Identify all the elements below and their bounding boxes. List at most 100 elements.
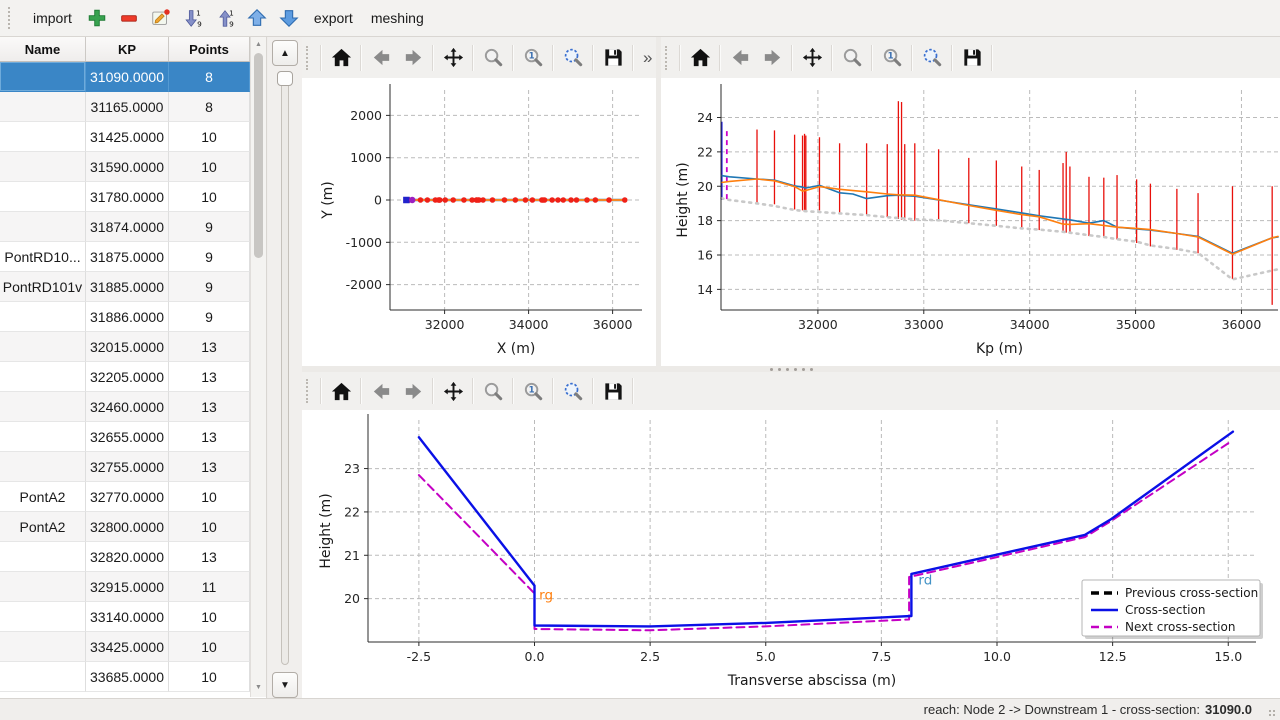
zoom-original-button[interactable] [517, 43, 549, 73]
zoom-original-button[interactable] [517, 376, 549, 406]
table-row[interactable]: 32755.0000 13 [0, 452, 250, 482]
table-row[interactable]: PontA2 32770.0000 10 [0, 482, 250, 512]
sort-ascending-button[interactable] [209, 4, 241, 32]
import-button[interactable]: import [33, 10, 72, 26]
back-button[interactable] [724, 43, 756, 73]
zoom-extent-button[interactable] [916, 43, 948, 73]
table-row[interactable]: 31425.0000 10 [0, 122, 250, 152]
cell-kp[interactable]: 32915.0000 [86, 572, 169, 602]
cell-name[interactable] [0, 632, 86, 662]
cell-name[interactable] [0, 662, 86, 692]
cell-kp[interactable]: 31165.0000 [86, 92, 169, 122]
move-up-button[interactable] [241, 4, 273, 32]
cell-kp[interactable]: 33140.0000 [86, 602, 169, 632]
cell-kp[interactable]: 32015.0000 [86, 332, 169, 362]
pan-button[interactable] [437, 43, 469, 73]
toolbar-grip[interactable] [306, 45, 313, 70]
save-button[interactable] [956, 43, 988, 73]
cell-points[interactable]: 10 [169, 602, 250, 632]
zoom-button[interactable] [477, 43, 509, 73]
table-row[interactable]: 31874.0000 9 [0, 212, 250, 242]
cell-kp[interactable]: 31885.0000 [86, 272, 169, 302]
save-button[interactable] [597, 43, 629, 73]
table-row[interactable]: 31780.0000 10 [0, 182, 250, 212]
xy-plot-canvas[interactable]: 32000 34000 36000 -2000 -1000 0 1000 2000 X (m) Y… [302, 78, 656, 366]
edit-cross-section-button[interactable] [145, 4, 177, 32]
table-row[interactable]: 33685.0000 10 [0, 662, 250, 692]
table-scrollbar-thumb[interactable] [254, 53, 263, 258]
cell-name[interactable] [0, 392, 86, 422]
cell-name[interactable] [0, 92, 86, 122]
scroll-down-icon[interactable]: ▼ [255, 684, 262, 691]
toolbar-grip[interactable] [306, 379, 313, 403]
table-row[interactable]: 31090.0000 8 [0, 62, 250, 92]
cell-kp[interactable]: 31425.0000 [86, 122, 169, 152]
cell-name[interactable] [0, 452, 86, 482]
cell-points[interactable]: 13 [169, 332, 250, 362]
cell-points[interactable]: 9 [169, 242, 250, 272]
table-row[interactable]: 31886.0000 9 [0, 302, 250, 332]
cell-kp[interactable]: 32460.0000 [86, 392, 169, 422]
meshing-button[interactable]: meshing [370, 10, 424, 26]
cell-kp[interactable]: 31875.0000 [86, 242, 169, 272]
slider-handle[interactable] [277, 71, 293, 86]
table-row[interactable]: 31590.0000 10 [0, 152, 250, 182]
table-row[interactable]: PontA2 32800.0000 10 [0, 512, 250, 542]
save-button[interactable] [597, 376, 629, 406]
cell-kp[interactable]: 31590.0000 [86, 152, 169, 182]
column-header-kp[interactable]: KP [86, 37, 169, 61]
slider-down-button[interactable]: ▼ [272, 672, 298, 698]
back-button[interactable] [365, 43, 397, 73]
cell-points[interactable]: 9 [169, 272, 250, 302]
table-row[interactable]: PontRD10... 31875.0000 9 [0, 242, 250, 272]
cell-name[interactable]: PontA2 [0, 512, 86, 542]
zoom-button[interactable] [477, 376, 509, 406]
cell-points[interactable]: 13 [169, 542, 250, 572]
cell-points[interactable]: 10 [169, 512, 250, 542]
table-row[interactable]: 31165.0000 8 [0, 92, 250, 122]
forward-button[interactable] [397, 43, 429, 73]
forward-button[interactable] [397, 376, 429, 406]
export-button[interactable]: export [313, 10, 353, 26]
resize-grip-icon[interactable] [1268, 709, 1276, 717]
cell-name[interactable] [0, 62, 86, 92]
cell-kp[interactable]: 31090.0000 [86, 62, 169, 92]
table-row[interactable]: 32205.0000 13 [0, 362, 250, 392]
cell-kp[interactable]: 32755.0000 [86, 452, 169, 482]
cell-points[interactable]: 9 [169, 212, 250, 242]
cell-points[interactable]: 10 [169, 662, 250, 692]
table-row[interactable]: 33140.0000 10 [0, 602, 250, 632]
cell-points[interactable]: 10 [169, 152, 250, 182]
cell-points[interactable]: 13 [169, 422, 250, 452]
cell-name[interactable] [0, 122, 86, 152]
table-row[interactable]: 32915.0000 11 [0, 572, 250, 602]
horizontal-splitter[interactable] [302, 366, 1280, 372]
cell-name[interactable] [0, 152, 86, 182]
cell-name[interactable] [0, 302, 86, 332]
table-row[interactable]: PontRD101v 31885.0000 9 [0, 272, 250, 302]
cell-points[interactable]: 10 [169, 182, 250, 212]
profile-plot-canvas[interactable]: 32000 33000 34000 35000 36000 14 16 18 20 22 24 Kp … [661, 78, 1280, 366]
cell-kp[interactable]: 33685.0000 [86, 662, 169, 692]
cell-kp[interactable]: 32770.0000 [86, 482, 169, 512]
table-row[interactable]: 32460.0000 13 [0, 392, 250, 422]
cell-name[interactable] [0, 182, 86, 212]
cell-kp[interactable]: 32800.0000 [86, 512, 169, 542]
cell-name[interactable] [0, 422, 86, 452]
back-button[interactable] [365, 376, 397, 406]
cell-points[interactable]: 8 [169, 92, 250, 122]
table-row[interactable]: 32820.0000 13 [0, 542, 250, 572]
cell-points[interactable]: 10 [169, 122, 250, 152]
remove-cross-section-button[interactable] [113, 4, 145, 32]
column-header-name[interactable]: Name [0, 37, 86, 61]
cell-name[interactable] [0, 602, 86, 632]
cell-kp[interactable]: 32655.0000 [86, 422, 169, 452]
table-row[interactable]: 32655.0000 13 [0, 422, 250, 452]
zoom-original-button[interactable] [876, 43, 908, 73]
cell-name[interactable]: PontRD101v [0, 272, 86, 302]
slider-up-button[interactable]: ▲ [272, 40, 298, 66]
forward-button[interactable] [756, 43, 788, 73]
table-row[interactable]: 33425.0000 10 [0, 632, 250, 662]
cell-points[interactable]: 11 [169, 572, 250, 602]
cell-kp[interactable]: 31780.0000 [86, 182, 169, 212]
